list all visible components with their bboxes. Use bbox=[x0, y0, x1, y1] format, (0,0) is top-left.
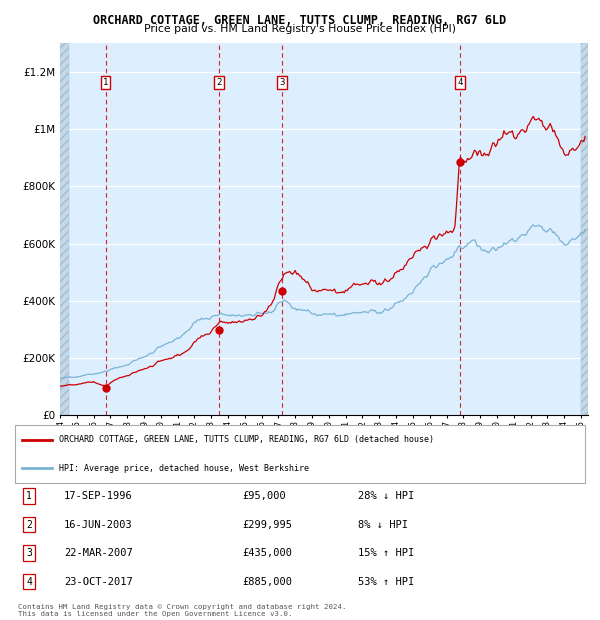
Text: 3: 3 bbox=[280, 78, 285, 87]
Text: 15% ↑ HPI: 15% ↑ HPI bbox=[358, 548, 414, 558]
Text: HPI: Average price, detached house, West Berkshire: HPI: Average price, detached house, West… bbox=[59, 464, 309, 473]
Text: 28% ↓ HPI: 28% ↓ HPI bbox=[358, 491, 414, 501]
Text: £885,000: £885,000 bbox=[242, 577, 292, 587]
Text: £435,000: £435,000 bbox=[242, 548, 292, 558]
Bar bbox=[581, 43, 588, 415]
Text: 3: 3 bbox=[26, 548, 32, 558]
Text: Contains HM Land Registry data © Crown copyright and database right 2024.
This d: Contains HM Land Registry data © Crown c… bbox=[18, 604, 346, 617]
Text: 2: 2 bbox=[216, 78, 221, 87]
Text: 4: 4 bbox=[26, 577, 32, 587]
Text: 16-JUN-2003: 16-JUN-2003 bbox=[64, 520, 133, 529]
Text: 8% ↓ HPI: 8% ↓ HPI bbox=[358, 520, 407, 529]
Text: £95,000: £95,000 bbox=[242, 491, 286, 501]
Text: 2: 2 bbox=[26, 520, 32, 529]
Text: 17-SEP-1996: 17-SEP-1996 bbox=[64, 491, 133, 501]
Text: ORCHARD COTTAGE, GREEN LANE, TUTTS CLUMP, READING, RG7 6LD (detached house): ORCHARD COTTAGE, GREEN LANE, TUTTS CLUMP… bbox=[59, 435, 434, 445]
Bar bbox=[60, 43, 69, 415]
Text: 4: 4 bbox=[457, 78, 463, 87]
FancyBboxPatch shape bbox=[15, 425, 585, 484]
Text: 1: 1 bbox=[103, 78, 108, 87]
Text: £299,995: £299,995 bbox=[242, 520, 292, 529]
Text: 53% ↑ HPI: 53% ↑ HPI bbox=[358, 577, 414, 587]
Text: ORCHARD COTTAGE, GREEN LANE, TUTTS CLUMP, READING, RG7 6LD: ORCHARD COTTAGE, GREEN LANE, TUTTS CLUMP… bbox=[94, 14, 506, 27]
Text: 23-OCT-2017: 23-OCT-2017 bbox=[64, 577, 133, 587]
Text: 22-MAR-2007: 22-MAR-2007 bbox=[64, 548, 133, 558]
Text: 1: 1 bbox=[26, 491, 32, 501]
Text: Price paid vs. HM Land Registry's House Price Index (HPI): Price paid vs. HM Land Registry's House … bbox=[144, 24, 456, 34]
